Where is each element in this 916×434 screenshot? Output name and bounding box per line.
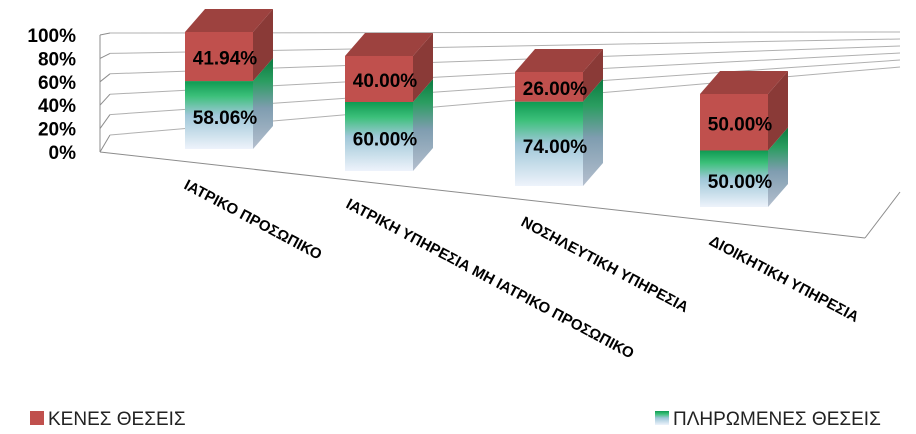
data-label-vacant-2: 26.00% [523, 79, 588, 100]
y-tick-label-2: 40% [38, 96, 76, 117]
data-label-paid-3: 50.00% [708, 172, 773, 193]
bar-vacant-3 [700, 94, 768, 151]
legend: ΚΕΝΕΣ ΘΕΣΕΙΣ ΠΛΗΡΩΜΕΝΕΣ ΘΕΣΕΙΣ [30, 409, 881, 430]
x-tick-label-0: ΙΑΤΡΙΚΟ ΠΡΟΣΩΠΙΚΟ [181, 177, 325, 264]
gridline-tick-3 [99, 73, 111, 83]
data-label-paid-1: 60.00% [353, 130, 418, 151]
bar-top-1 [345, 33, 433, 56]
bar-paid-1 [345, 102, 413, 171]
bar-paid-side-0 [253, 58, 273, 149]
bar-paid-side-3 [768, 127, 788, 207]
gridline-tick-1 [99, 114, 111, 129]
bar-group-1: 40.00% 60.00% [345, 33, 433, 171]
data-label-paid-0: 58.06% [193, 108, 258, 129]
data-label-vacant-3: 50.00% [708, 114, 773, 135]
gridline-tick-2 [99, 93, 111, 106]
bar-top-3 [700, 71, 788, 94]
y-tick-label-5: 100% [27, 26, 76, 47]
x-tick-label-3: ΔΙΟΙΚΗΤΙΚΗ ΥΠΗΡΕΣΙΑ [706, 233, 862, 327]
data-label-vacant-1: 40.00% [353, 71, 418, 92]
legend-swatch-vacant [30, 411, 44, 425]
data-label-paid-2: 74.00% [523, 137, 588, 158]
bar-group-3: 50.00% 50.00% [700, 71, 788, 207]
y-tick-label-1: 20% [38, 120, 76, 141]
gridline-tick-5 [99, 32, 111, 36]
bar-group-2: 26.00% 74.00% [515, 49, 603, 186]
floor-right-edge [864, 191, 901, 239]
bar-paid-side-2 [583, 78, 603, 186]
bar-vacant-0 [185, 32, 253, 82]
data-label-vacant-0: 41.94% [193, 49, 258, 70]
x-tick-label-1: ΙΑΤΡΙΚΗ ΥΠΗΡΕΣΙΑ ΜΗ ΙΑΤΡΙΚΟ ΠΡΟΣΩΠΙΚΟ [343, 196, 637, 363]
legend-swatch-paid [655, 411, 669, 425]
bar-vacant-side-2 [583, 49, 603, 102]
bar-group-0: 41.94% 58.06% [185, 9, 273, 149]
y-tick-label-4: 80% [38, 49, 76, 70]
y-axis: 0%20% 40%60% 80%100% [27, 26, 76, 164]
gridline-tick-0 [99, 134, 111, 153]
bar-paid-0 [185, 81, 253, 149]
bar-paid-3 [700, 150, 768, 207]
legend-item-paid: ΠΛΗΡΩΜΕΝΕΣ ΘΕΣΕΙΣ [655, 409, 881, 430]
bar-vacant-side-3 [768, 71, 788, 151]
x-axis-line [99, 151, 866, 239]
y-tick-label-3: 60% [38, 73, 76, 94]
bars-layer: 41.94% 58.06% 40.00% 60.00% 26.00% 74.00% 50.0… [185, 9, 788, 207]
bar-vacant-1 [345, 56, 413, 102]
legend-item-vacant: ΚΕΝΕΣ ΘΕΣΕΙΣ [30, 409, 186, 430]
y-tick-label-0: 0% [49, 143, 77, 164]
bar-top-0 [185, 9, 273, 32]
bar-vacant-side-0 [253, 9, 273, 82]
bar-paid-2 [515, 101, 583, 186]
bar-vacant-2 [515, 72, 583, 102]
gridline-tick-4 [99, 52, 111, 59]
bar-top-2 [515, 49, 603, 72]
legend-label-vacant: ΚΕΝΕΣ ΘΕΣΕΙΣ [48, 409, 186, 430]
legend-label-paid: ΠΛΗΡΩΜΕΝΕΣ ΘΕΣΕΙΣ [673, 409, 881, 430]
bar-paid-side-1 [413, 79, 433, 171]
